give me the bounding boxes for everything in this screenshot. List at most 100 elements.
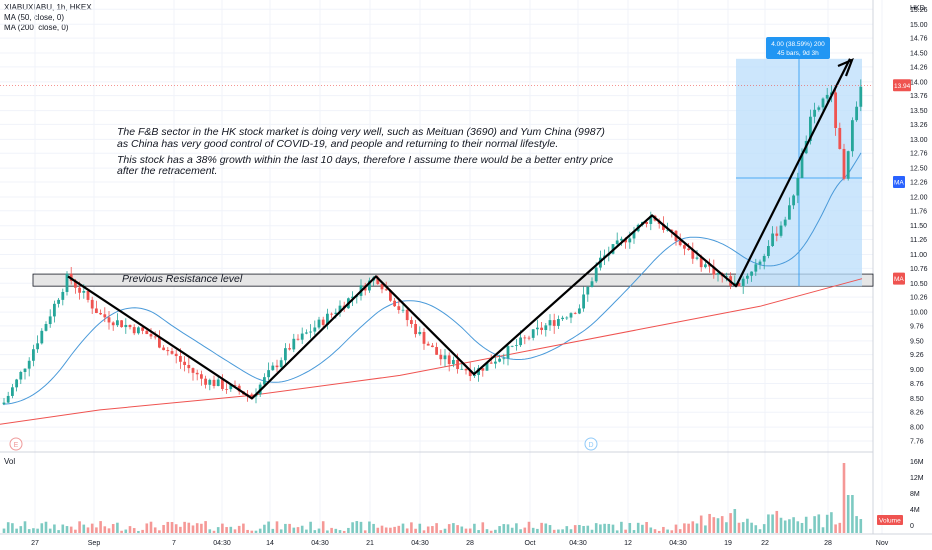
volume-bar bbox=[523, 527, 527, 533]
y-tick-label: 10.76 bbox=[910, 266, 928, 273]
volume-bar bbox=[573, 525, 577, 533]
candle-body bbox=[628, 238, 632, 243]
candle-body bbox=[410, 320, 413, 324]
volume-bar bbox=[725, 522, 728, 533]
volume-tick-label: 16M bbox=[910, 459, 924, 466]
ma200-legend[interactable]: MA (200, close, 0) bbox=[4, 23, 69, 32]
volume-bar bbox=[830, 512, 833, 533]
candle-body bbox=[187, 364, 191, 369]
y-tick-label: 15.00 bbox=[910, 22, 928, 29]
candle-body bbox=[401, 309, 405, 311]
candle-body bbox=[36, 343, 39, 350]
volume-bar bbox=[36, 528, 39, 533]
candle-body bbox=[527, 337, 531, 339]
candle-body bbox=[666, 229, 669, 231]
annotation-line: This stock has a 38% growth within the l… bbox=[117, 154, 613, 166]
x-tick-label: 27 bbox=[31, 540, 39, 547]
volume-bar bbox=[405, 528, 409, 533]
x-tick-label: 28 bbox=[466, 540, 474, 547]
candle-body bbox=[544, 325, 548, 331]
annotation-line: as China has very good control of COVID-… bbox=[117, 138, 558, 150]
y-tick-label: 12.00 bbox=[910, 194, 928, 201]
candle-body bbox=[519, 337, 522, 346]
candle-body bbox=[300, 333, 304, 340]
candle-body bbox=[61, 291, 65, 300]
candle-body bbox=[683, 245, 686, 249]
volume-bar bbox=[506, 524, 510, 533]
volume-bar bbox=[275, 521, 279, 533]
volume-bar bbox=[254, 530, 258, 533]
volume-bar bbox=[292, 527, 296, 533]
volume-bar bbox=[426, 526, 430, 533]
candle-body bbox=[284, 348, 287, 361]
x-tick-label: 14 bbox=[266, 540, 274, 547]
volume-bar bbox=[628, 522, 632, 533]
volume-bar bbox=[615, 530, 619, 533]
candle-body bbox=[384, 289, 388, 291]
volume-bar bbox=[842, 463, 846, 533]
event-marker bbox=[584, 437, 598, 451]
volume-bar bbox=[23, 521, 27, 533]
volume-tick-label: 4M bbox=[910, 507, 920, 514]
candle-body bbox=[90, 299, 94, 309]
candle-body bbox=[565, 317, 569, 319]
candle-body bbox=[536, 327, 539, 330]
symbol-title[interactable]: XIABUXIABU, 1h, HKEX bbox=[4, 3, 92, 12]
volume-bar bbox=[124, 529, 128, 533]
y-tick-label: 9.00 bbox=[910, 367, 924, 374]
ma50-legend[interactable]: MA (50, close, 0) bbox=[4, 13, 65, 22]
x-tick-label: 04:30 bbox=[311, 540, 329, 547]
candle-body bbox=[506, 346, 510, 359]
volume-bar bbox=[662, 526, 665, 533]
candle-body bbox=[292, 338, 296, 350]
candle-body bbox=[6, 395, 10, 403]
candle-body bbox=[120, 320, 123, 328]
event-marker bbox=[9, 437, 23, 451]
candle-body bbox=[515, 345, 518, 346]
candle-body bbox=[124, 324, 128, 328]
candle-body bbox=[578, 308, 581, 314]
volume-tag bbox=[877, 515, 903, 525]
volume-bar bbox=[498, 526, 501, 533]
candle-body bbox=[523, 337, 527, 339]
candle-body bbox=[481, 368, 485, 371]
volume-bar bbox=[61, 524, 65, 533]
volume-bar bbox=[792, 517, 795, 533]
volume-bar bbox=[53, 524, 56, 533]
volume-bar bbox=[460, 526, 464, 533]
candle-body bbox=[489, 362, 493, 364]
volume-bar bbox=[708, 513, 711, 533]
event-marker-label: E bbox=[14, 442, 19, 449]
measure-label-box bbox=[766, 37, 830, 59]
volume-bar bbox=[187, 522, 191, 533]
candle-body bbox=[573, 313, 577, 314]
volume-bar bbox=[90, 523, 94, 533]
volume-bar bbox=[687, 523, 690, 533]
candle-body bbox=[271, 365, 275, 371]
volume-bar bbox=[704, 525, 707, 533]
volume-bar bbox=[338, 530, 342, 533]
candle-body bbox=[699, 257, 703, 268]
candle-body bbox=[548, 320, 552, 326]
volume-bar bbox=[153, 527, 157, 533]
x-tick-label: 22 bbox=[761, 540, 769, 547]
volume-bar bbox=[15, 528, 18, 533]
candle-body bbox=[74, 280, 77, 288]
candle-body bbox=[779, 225, 783, 236]
candle-body bbox=[389, 290, 392, 301]
volume-bar bbox=[95, 527, 98, 533]
volume-bar bbox=[767, 514, 770, 533]
x-tick-label: 19 bbox=[724, 540, 732, 547]
volume-bar bbox=[464, 528, 468, 533]
price-tag-label: MA bbox=[894, 276, 904, 283]
candle-body bbox=[208, 379, 212, 385]
candle-body bbox=[590, 281, 594, 287]
candle-body bbox=[57, 299, 60, 304]
candle-body bbox=[82, 290, 86, 293]
candle-body bbox=[263, 377, 266, 385]
candle-body bbox=[851, 120, 854, 152]
volume-bar bbox=[86, 527, 90, 533]
volume-bar bbox=[410, 522, 413, 533]
y-tick-label: 13.50 bbox=[910, 108, 928, 115]
